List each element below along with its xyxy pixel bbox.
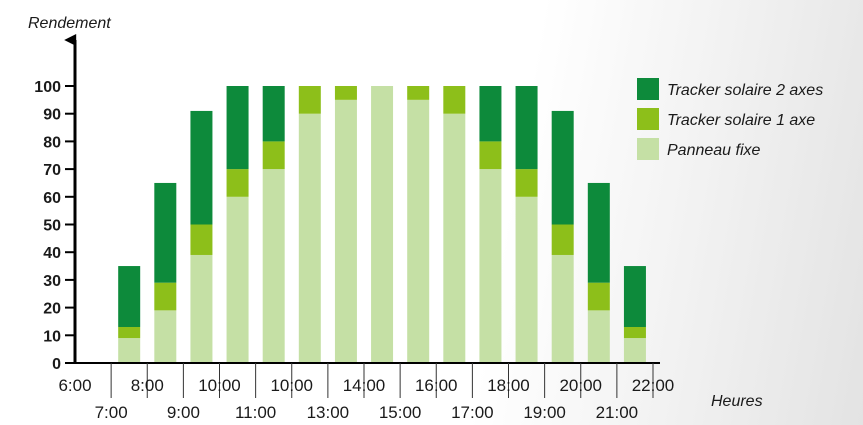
y-tick-label: 60 [43,190,61,207]
x-tick-label: 20:00 [559,376,602,395]
bar-segment-2-1600 [443,86,466,114]
legend-label-1: Tracker solaire 2 axes [667,82,823,99]
legend-label-2: Tracker solaire 1 axe [667,112,815,129]
legend-swatch-3 [637,138,659,160]
bar-segment-1-2100 [623,338,646,363]
bar-segment-2-1500 [407,86,430,100]
bars-layer [118,86,646,363]
y-axis-title: Rendement [28,15,111,32]
bar-segment-2-1300 [334,86,357,100]
x-tick-label: 11:00 [235,403,276,422]
legend-swatch-2 [637,108,659,130]
x-tick-label: 16:00 [415,376,458,395]
legend: Tracker solaire 2 axes Tracker solaire 1 … [637,78,823,160]
legend-swatch-1 [637,78,659,100]
bar-segment-1-1900 [551,254,574,363]
x-tick-label: 21:00 [596,403,639,422]
x-tick-label: 10:00 [270,376,313,395]
bar-segment-1-1400 [371,86,394,363]
bar-segment-1-1100 [262,169,285,363]
bar-segment-3-1700 [479,86,502,142]
x-tick-label: 7:00 [95,403,128,422]
y-tick-label: 10 [43,328,61,345]
legend-label-3: Panneau fixe [667,142,761,159]
bar-segment-3-900 [190,110,213,225]
bar-segment-2-2000 [587,282,610,311]
y-tick-label: 50 [43,218,61,235]
bar-segment-1-1000 [226,196,249,363]
x-tick-label: 19:00 [523,403,566,422]
bar-segment-1-1800 [515,196,538,363]
bar-segment-2-800 [154,282,177,311]
x-tick-label: 8:00 [131,376,164,395]
bar-segment-2-1700 [479,141,502,170]
bar-segment-3-800 [154,182,177,283]
y-tick-label: 20 [43,301,61,318]
bar-segment-3-1900 [551,110,574,225]
y-tick-label: 80 [43,134,61,151]
bar-segment-2-1000 [226,169,249,197]
x-tick-label: 18:00 [487,376,530,395]
x-tick-label: 6:00 [58,376,91,395]
bar-segment-1-1300 [334,99,357,363]
bar-segment-2-1900 [551,224,574,255]
bar-segment-2-1800 [515,169,538,197]
x-tick-label: 14:00 [343,376,386,395]
bar-segment-1-700 [118,338,141,363]
y-tick-label: 30 [43,273,61,290]
x-tick-label: 9:00 [167,403,200,422]
x-tick-label: 22:00 [632,376,675,395]
bar-segment-2-1100 [262,141,285,170]
y-tick-label: 90 [43,107,61,124]
x-tick-label: 10:00 [198,376,241,395]
bar-segment-2-700 [118,326,141,339]
bar-segment-3-700 [118,266,141,327]
bar-segment-3-2000 [587,182,610,283]
x-tick-label: 15:00 [379,403,422,422]
y-tick-label: 0 [52,356,61,373]
bar-segment-1-2000 [587,310,610,363]
bar-segment-1-1500 [407,99,430,363]
axes-layer [64,34,660,398]
labels-layer: 0 10 20 30 40 50 60 70 80 90 100 6:007:008:009:00 10… [28,15,763,422]
bar-segment-3-1100 [262,86,285,142]
bar-segment-2-900 [190,224,213,255]
bar-segment-2-1200 [298,86,321,114]
x-axis-title: Heures [711,393,763,410]
bar-segment-3-1000 [226,86,249,170]
y-tick-label: 100 [34,79,61,96]
bar-segment-3-2100 [623,266,646,327]
bar-segment-2-2100 [623,326,646,339]
y-tick-label: 70 [43,162,61,179]
bar-segment-1-1200 [298,113,321,363]
bar-segment-1-900 [190,254,213,363]
bar-segment-1-800 [154,310,177,363]
x-tick-label: 13:00 [307,403,350,422]
y-tick-label: 40 [43,245,61,262]
bar-segment-1-1600 [443,113,466,363]
x-tick-label: 17:00 [451,403,494,422]
bar-segment-3-1800 [515,86,538,170]
bar-segment-1-1700 [479,169,502,363]
